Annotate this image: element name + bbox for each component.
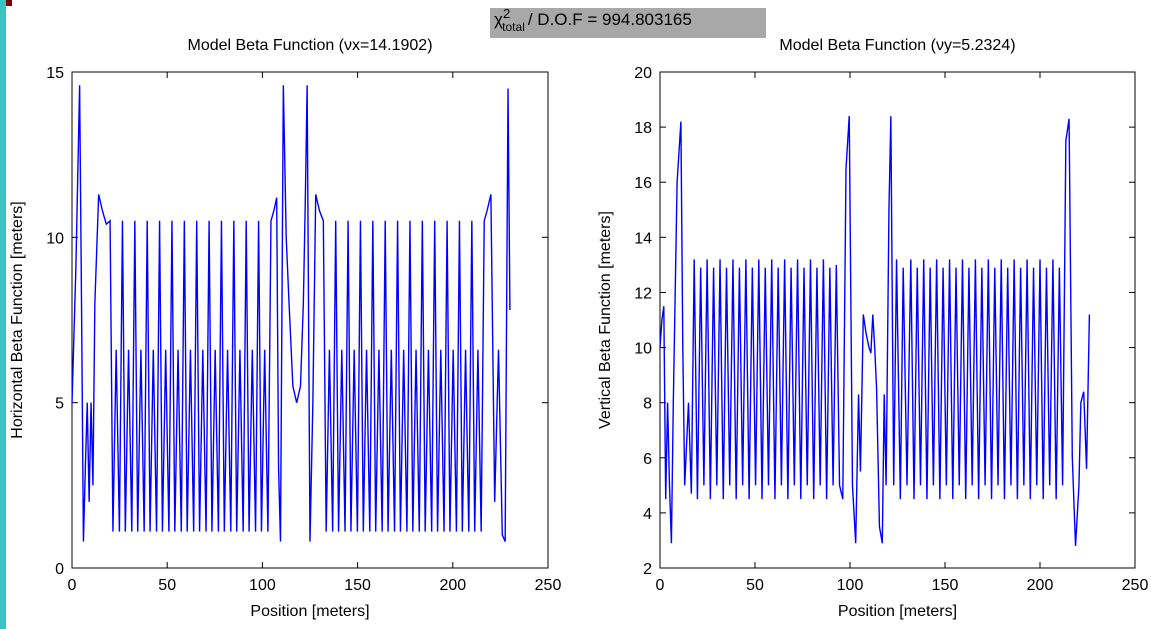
x-tick-label: 100 [837, 577, 864, 594]
x-tick-label: 200 [439, 577, 466, 594]
chart-title: Model Beta Function (νy=5.2324) [779, 37, 1015, 54]
fit-superscript: 2 [503, 6, 510, 21]
window-corner [6, 0, 12, 6]
fit-text: / D.O.F = 994.803165 [528, 10, 692, 29]
x-tick-label: 50 [158, 577, 176, 594]
y-tick-label: 0 [55, 561, 64, 578]
x-tick-label: 150 [932, 577, 959, 594]
y-tick-label: 2 [643, 561, 652, 578]
y-tick-label: 16 [634, 175, 652, 192]
x-tick-label: 0 [656, 577, 665, 594]
y-tick-label: 12 [634, 285, 652, 302]
x-tick-label: 200 [1027, 577, 1054, 594]
y-tick-label: 5 [55, 396, 64, 413]
y-tick-label: 4 [643, 506, 652, 523]
fit-subscript: total [502, 20, 525, 34]
data-line [71, 85, 511, 542]
y-tick-label: 15 [46, 65, 64, 82]
y-tick-label: 14 [634, 230, 652, 247]
x-tick-label: 100 [249, 577, 276, 594]
y-axis-label: Horizontal Beta Function [meters] [9, 201, 26, 438]
data-line [659, 116, 1091, 546]
x-tick-label: 250 [1122, 577, 1149, 594]
x-axis-label: Position [meters] [838, 603, 957, 620]
window-edge [0, 0, 6, 629]
fit-symbol: χ [494, 10, 503, 29]
x-tick-label: 50 [746, 577, 764, 594]
y-tick-label: 6 [643, 451, 652, 468]
x-axis-label: Position [meters] [250, 603, 369, 620]
fit-summary-box [490, 8, 766, 38]
y-tick-label: 20 [634, 65, 652, 82]
x-tick-label: 0 [68, 577, 77, 594]
y-axis-label: Vertical Beta Function [meters] [597, 211, 614, 429]
y-tick-label: 10 [634, 341, 652, 358]
y-tick-label: 10 [46, 230, 64, 247]
y-tick-label: 18 [634, 120, 652, 137]
fit-summary: χ2 total / D.O.F = 994.803165 [494, 6, 692, 34]
y-tick-label: 8 [643, 396, 652, 413]
x-tick-label: 150 [344, 577, 371, 594]
x-tick-label: 250 [535, 577, 562, 594]
chart-title: Model Beta Function (νx=14.1902) [187, 37, 432, 54]
